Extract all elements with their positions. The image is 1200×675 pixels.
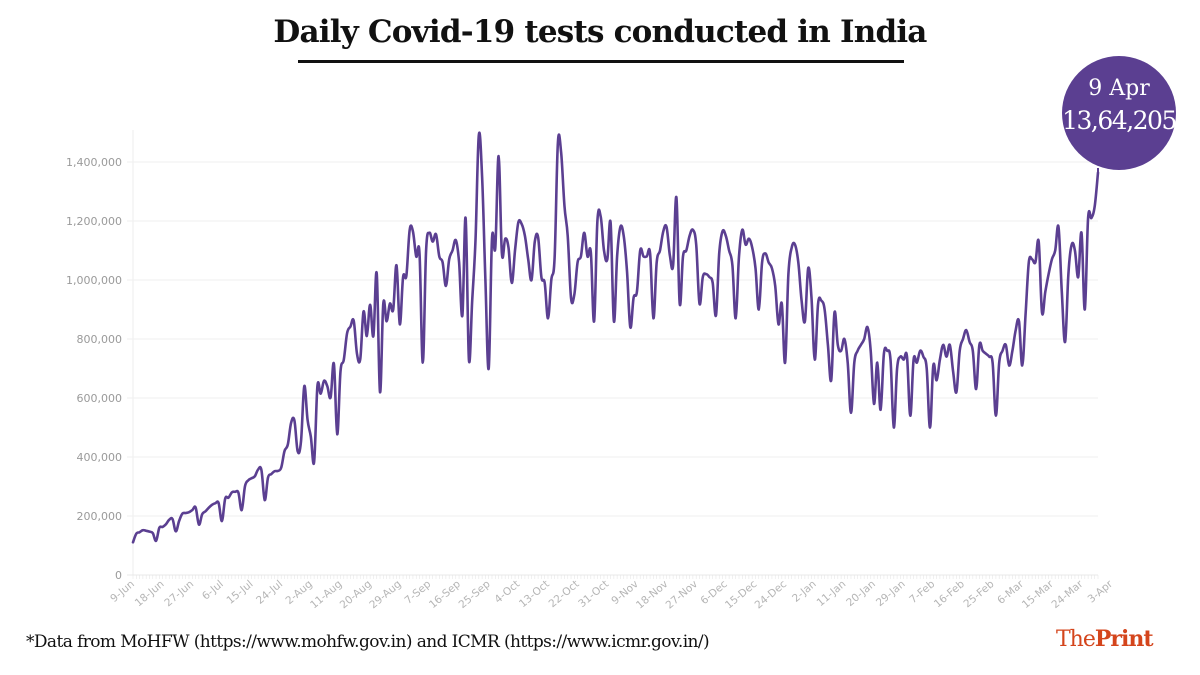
source-footnote: *Data from MoHFW (https://www.mohfw.gov.… [26, 632, 710, 652]
x-tick-label: 18-Nov [634, 578, 671, 611]
series-group [131, 131, 1100, 544]
y-tick-label: 1,000,000 [66, 274, 122, 287]
x-tick-label: 29-Jan [874, 578, 908, 609]
latest-value-bubble: 9 Apr 13,64,205 [1062, 56, 1177, 170]
x-tick-label: 6-Jul [200, 578, 226, 602]
x-tick-label: 31-Oct [576, 578, 611, 610]
x-tick-label: 25-Feb [961, 578, 996, 610]
x-tick-label: 15-Mar [1020, 578, 1057, 611]
line-chart: 0 200,000 400,000 600,000 800,000 1,000,000 1,… [66, 130, 1116, 612]
logo-the: The [1056, 627, 1096, 652]
y-tick-label: 200,000 [77, 510, 123, 523]
x-tick-label: 15-Dec [723, 578, 760, 611]
x-tick-label: 22-Oct [547, 578, 582, 610]
x-tick-label: 25-Sep [457, 578, 493, 611]
y-axis-ticks: 0 200,000 400,000 600,000 800,000 1,000,000 1,… [66, 156, 122, 582]
x-tick-label: 24-Dec [753, 578, 790, 611]
series-line-daily-tests [131, 131, 1100, 544]
x-tick-label: 24-Mar [1049, 578, 1086, 611]
x-tick-label: 27-Nov [664, 578, 701, 611]
y-tick-label: 1,200,000 [66, 215, 122, 228]
x-tick-label: 16-Feb [932, 578, 967, 610]
x-tick-label: 24-Jul [254, 578, 285, 607]
y-tick-label: 1,400,000 [66, 156, 122, 169]
x-tick-label: 13-Oct [517, 578, 552, 610]
logo-print: Print [1094, 626, 1154, 652]
x-tick-label: 29-Aug [367, 578, 403, 611]
latest-date: 9 Apr [1088, 76, 1150, 101]
y-tick-label: 800,000 [77, 333, 123, 346]
x-tick-label: 20-Jan [844, 578, 878, 609]
latest-value: 13,64,205 [1062, 106, 1177, 135]
x-tick-label: 3-Apr [1086, 578, 1116, 606]
title-underline [298, 60, 904, 63]
y-tick-label: 0 [115, 569, 122, 582]
x-tick-label: 11-Jan [815, 578, 849, 609]
theprint-logo: ThePrint [1056, 626, 1154, 652]
x-tick-label: 11-Aug [308, 578, 344, 611]
x-tick-label: 27-Jun [162, 578, 196, 609]
x-tick-label: 20-Aug [338, 578, 374, 611]
chart-title: Daily Covid-19 tests conducted in India [273, 14, 927, 50]
x-tick-label: 18-Jun [133, 578, 167, 609]
x-tick-label: 15-Jul [224, 578, 255, 607]
y-tick-label: 400,000 [77, 451, 123, 464]
y-tick-label: 600,000 [77, 392, 123, 405]
x-tick-label: 16-Sep [427, 578, 463, 611]
